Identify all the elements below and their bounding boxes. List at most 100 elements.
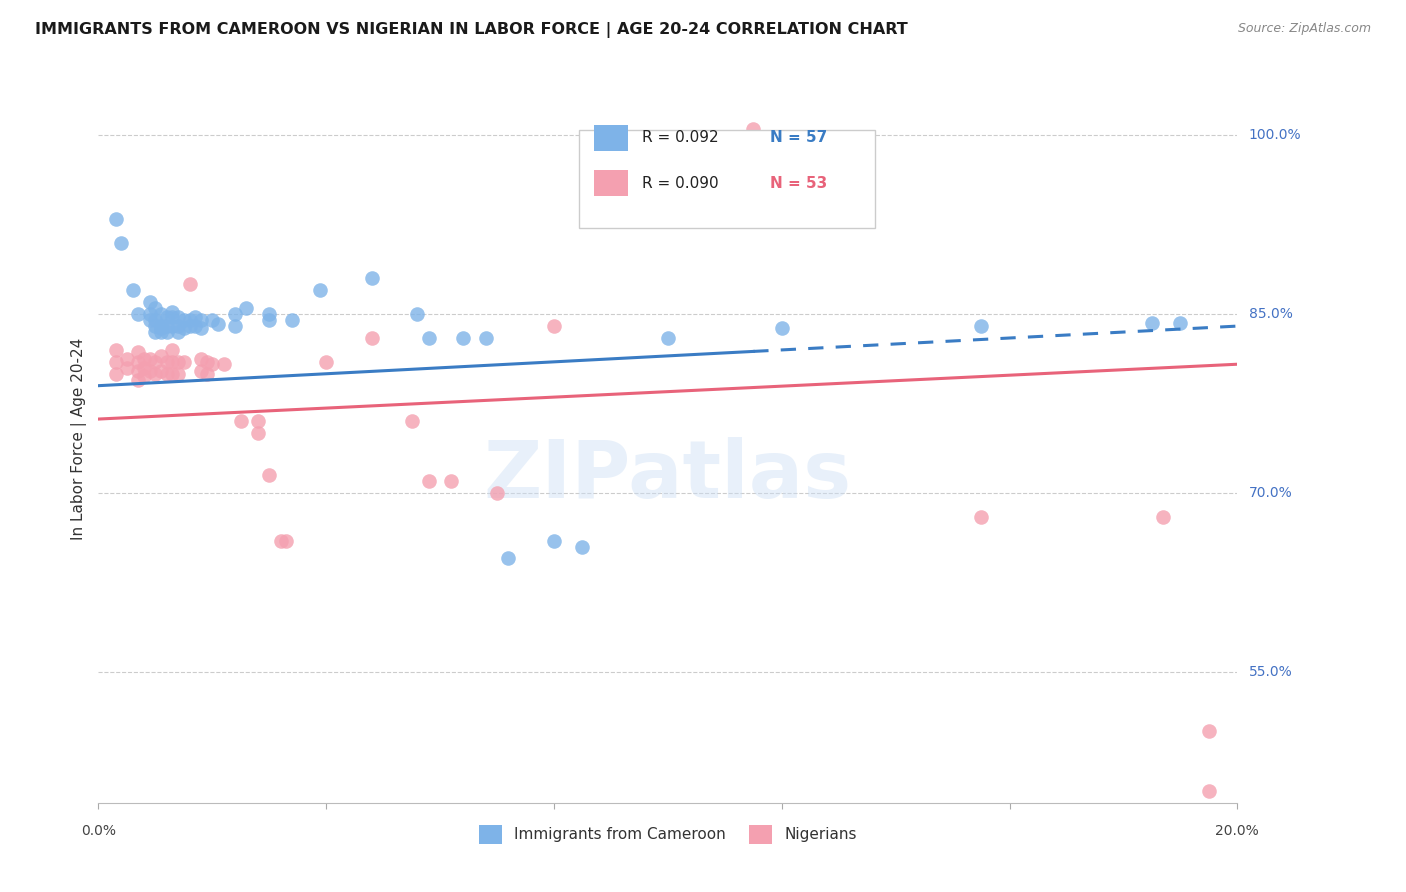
Point [167, 367, 190, 381]
Point [246, 426, 269, 441]
Point [150, 364, 173, 378]
Point [156, 319, 179, 334]
Point [970, 509, 993, 524]
Text: 55.0%: 55.0% [1249, 665, 1292, 679]
Point [451, 331, 474, 345]
Point [138, 307, 160, 321]
Point [162, 367, 184, 381]
Point [440, 474, 463, 488]
Point [179, 319, 201, 334]
Point [138, 313, 160, 327]
Text: 20.0%: 20.0% [1215, 824, 1260, 838]
Point [184, 310, 207, 324]
Text: 70.0%: 70.0% [1249, 486, 1292, 500]
Point [360, 331, 382, 345]
Text: IMMIGRANTS FROM CAMEROON VS NIGERIAN IN LABOR FORCE | AGE 20-24 CORRELATION CHAR: IMMIGRANTS FROM CAMEROON VS NIGERIAN IN … [35, 22, 908, 38]
Point [235, 301, 257, 316]
Point [276, 533, 298, 548]
Point [145, 325, 167, 339]
Point [162, 305, 184, 319]
Point [1198, 784, 1220, 798]
Point [104, 343, 127, 357]
Point [259, 313, 281, 327]
Point [167, 355, 190, 369]
Text: 100.0%: 100.0% [1249, 128, 1302, 143]
Point [246, 414, 269, 428]
Point [1170, 316, 1192, 330]
Point [418, 331, 440, 345]
Point [207, 317, 229, 331]
Point [127, 307, 149, 321]
Point [543, 533, 565, 548]
Point [259, 307, 281, 321]
Point [138, 352, 160, 367]
Point [162, 310, 184, 324]
Point [150, 349, 173, 363]
Point [770, 321, 793, 335]
Y-axis label: In Labor Force | Age 20-24: In Labor Force | Age 20-24 [72, 338, 87, 541]
Point [145, 367, 167, 381]
Point [195, 355, 218, 369]
Point [229, 414, 252, 428]
Text: N = 53: N = 53 [770, 176, 828, 191]
Point [970, 319, 993, 334]
Point [145, 313, 167, 327]
Text: Source: ZipAtlas.com: Source: ZipAtlas.com [1237, 22, 1371, 36]
Text: R = 0.090: R = 0.090 [641, 176, 718, 191]
Point [150, 319, 173, 334]
Point [486, 486, 509, 500]
Point [173, 321, 195, 335]
Point [281, 313, 304, 327]
Point [309, 283, 332, 297]
Point [156, 367, 179, 381]
Point [138, 364, 160, 378]
Point [162, 343, 184, 357]
FancyBboxPatch shape [579, 130, 875, 228]
Point [571, 540, 593, 554]
Point [360, 271, 382, 285]
Point [150, 321, 173, 335]
Point [270, 533, 292, 548]
Bar [593, 170, 628, 195]
Point [127, 345, 149, 359]
Point [110, 235, 132, 250]
Point [132, 369, 155, 384]
Point [132, 352, 155, 367]
Point [259, 468, 281, 483]
Point [145, 301, 167, 316]
Point [179, 313, 201, 327]
Point [224, 307, 246, 321]
Point [104, 367, 127, 381]
Point [498, 551, 520, 566]
Point [474, 331, 496, 345]
Point [121, 283, 143, 297]
Point [201, 357, 224, 371]
Point [742, 122, 765, 136]
Point [1152, 509, 1174, 524]
Point [657, 331, 679, 345]
Point [115, 360, 138, 375]
Text: ZIPatlas: ZIPatlas [484, 437, 852, 515]
Point [127, 373, 149, 387]
Point [201, 313, 224, 327]
Point [224, 319, 246, 334]
Point [190, 313, 212, 327]
Point [1140, 316, 1163, 330]
Point [190, 352, 212, 367]
Point [1198, 724, 1220, 739]
Point [150, 325, 173, 339]
Point [162, 355, 184, 369]
Point [156, 355, 179, 369]
Point [406, 307, 429, 321]
Point [173, 355, 195, 369]
Point [156, 325, 179, 339]
Point [401, 414, 423, 428]
Point [190, 321, 212, 335]
Point [195, 367, 218, 381]
Point [190, 364, 212, 378]
Point [167, 319, 190, 334]
Text: 0.0%: 0.0% [82, 824, 115, 838]
Point [145, 319, 167, 334]
Point [115, 352, 138, 367]
Legend: Immigrants from Cameroon, Nigerians: Immigrants from Cameroon, Nigerians [472, 819, 863, 850]
